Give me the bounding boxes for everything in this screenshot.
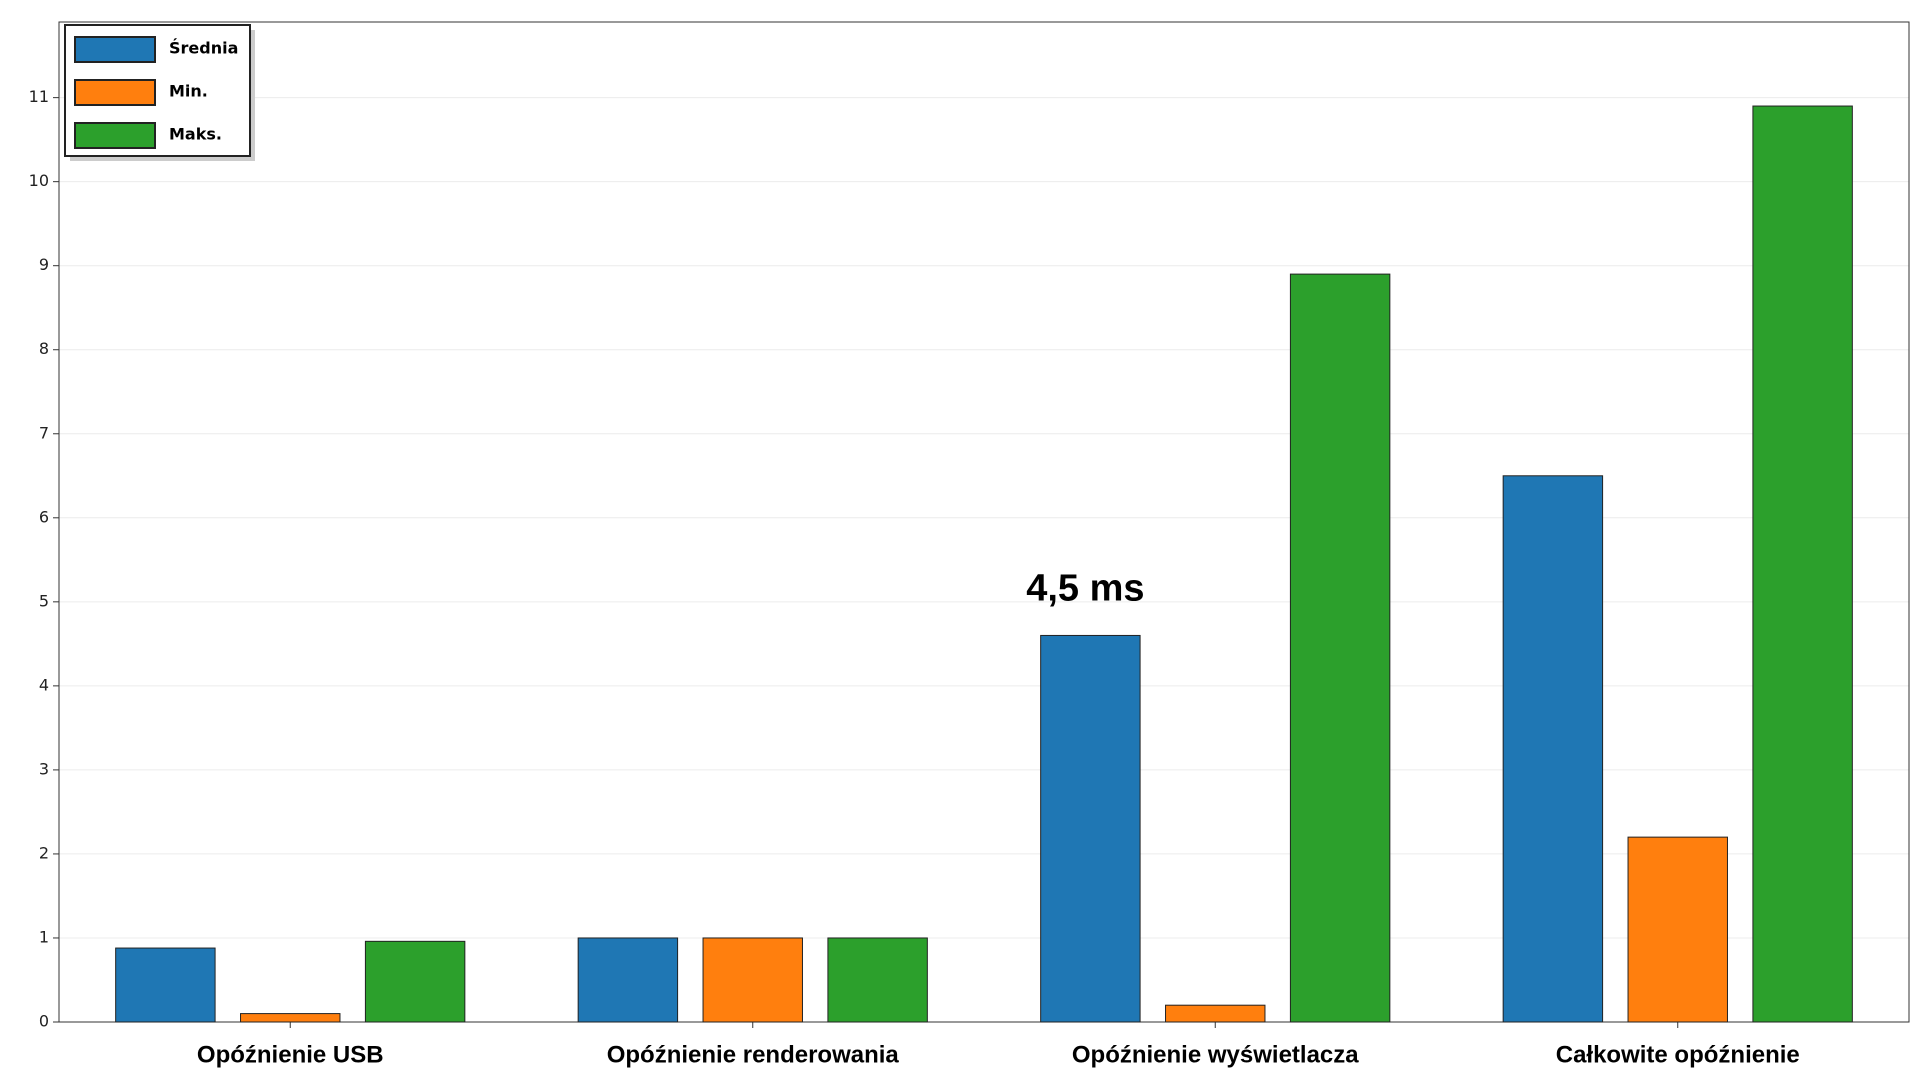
legend-label: Średnia	[169, 39, 238, 58]
y-tick-label: 0	[39, 1012, 49, 1031]
bar	[1627, 836, 1728, 1023]
y-tick-label: 5	[39, 591, 49, 610]
bar	[1165, 1004, 1266, 1023]
bar	[1040, 634, 1141, 1023]
bar	[240, 1013, 341, 1023]
x-tick-label: Opóźnienie renderowania	[607, 1041, 900, 1068]
bar	[577, 937, 679, 1023]
y-tick-label: 10	[29, 171, 49, 190]
x-tick-label: Całkowite opóźnienie	[1556, 1041, 1800, 1068]
y-tick-label: 3	[39, 759, 49, 778]
bar	[115, 947, 216, 1023]
y-tick-label: 6	[39, 507, 49, 526]
y-tick-label: 9	[39, 255, 49, 274]
y-tick-label: 8	[39, 339, 49, 358]
plot-frame	[58, 21, 1910, 1023]
bar	[1502, 475, 1604, 1023]
y-tick-label: 7	[39, 423, 49, 442]
legend-swatch	[74, 122, 156, 149]
bar	[827, 937, 928, 1023]
legend-label: Min.	[169, 82, 208, 101]
x-tick-label: Opóźnienie USB	[197, 1041, 384, 1068]
bar	[702, 937, 803, 1023]
legend-swatch	[74, 79, 156, 106]
y-tick-label: 2	[39, 843, 49, 862]
bar	[1752, 105, 1853, 1023]
y-tick-label: 1	[39, 927, 49, 946]
legend-swatch	[74, 36, 156, 63]
x-tick-label: Opóźnienie wyświetlacza	[1072, 1041, 1359, 1068]
y-tick-label: 11	[29, 87, 49, 106]
bar	[1289, 273, 1391, 1023]
y-tick-label: 4	[39, 675, 49, 694]
bar	[364, 940, 466, 1023]
annotation: 4,5 ms	[1026, 567, 1144, 609]
legend-label: Maks.	[169, 125, 222, 144]
